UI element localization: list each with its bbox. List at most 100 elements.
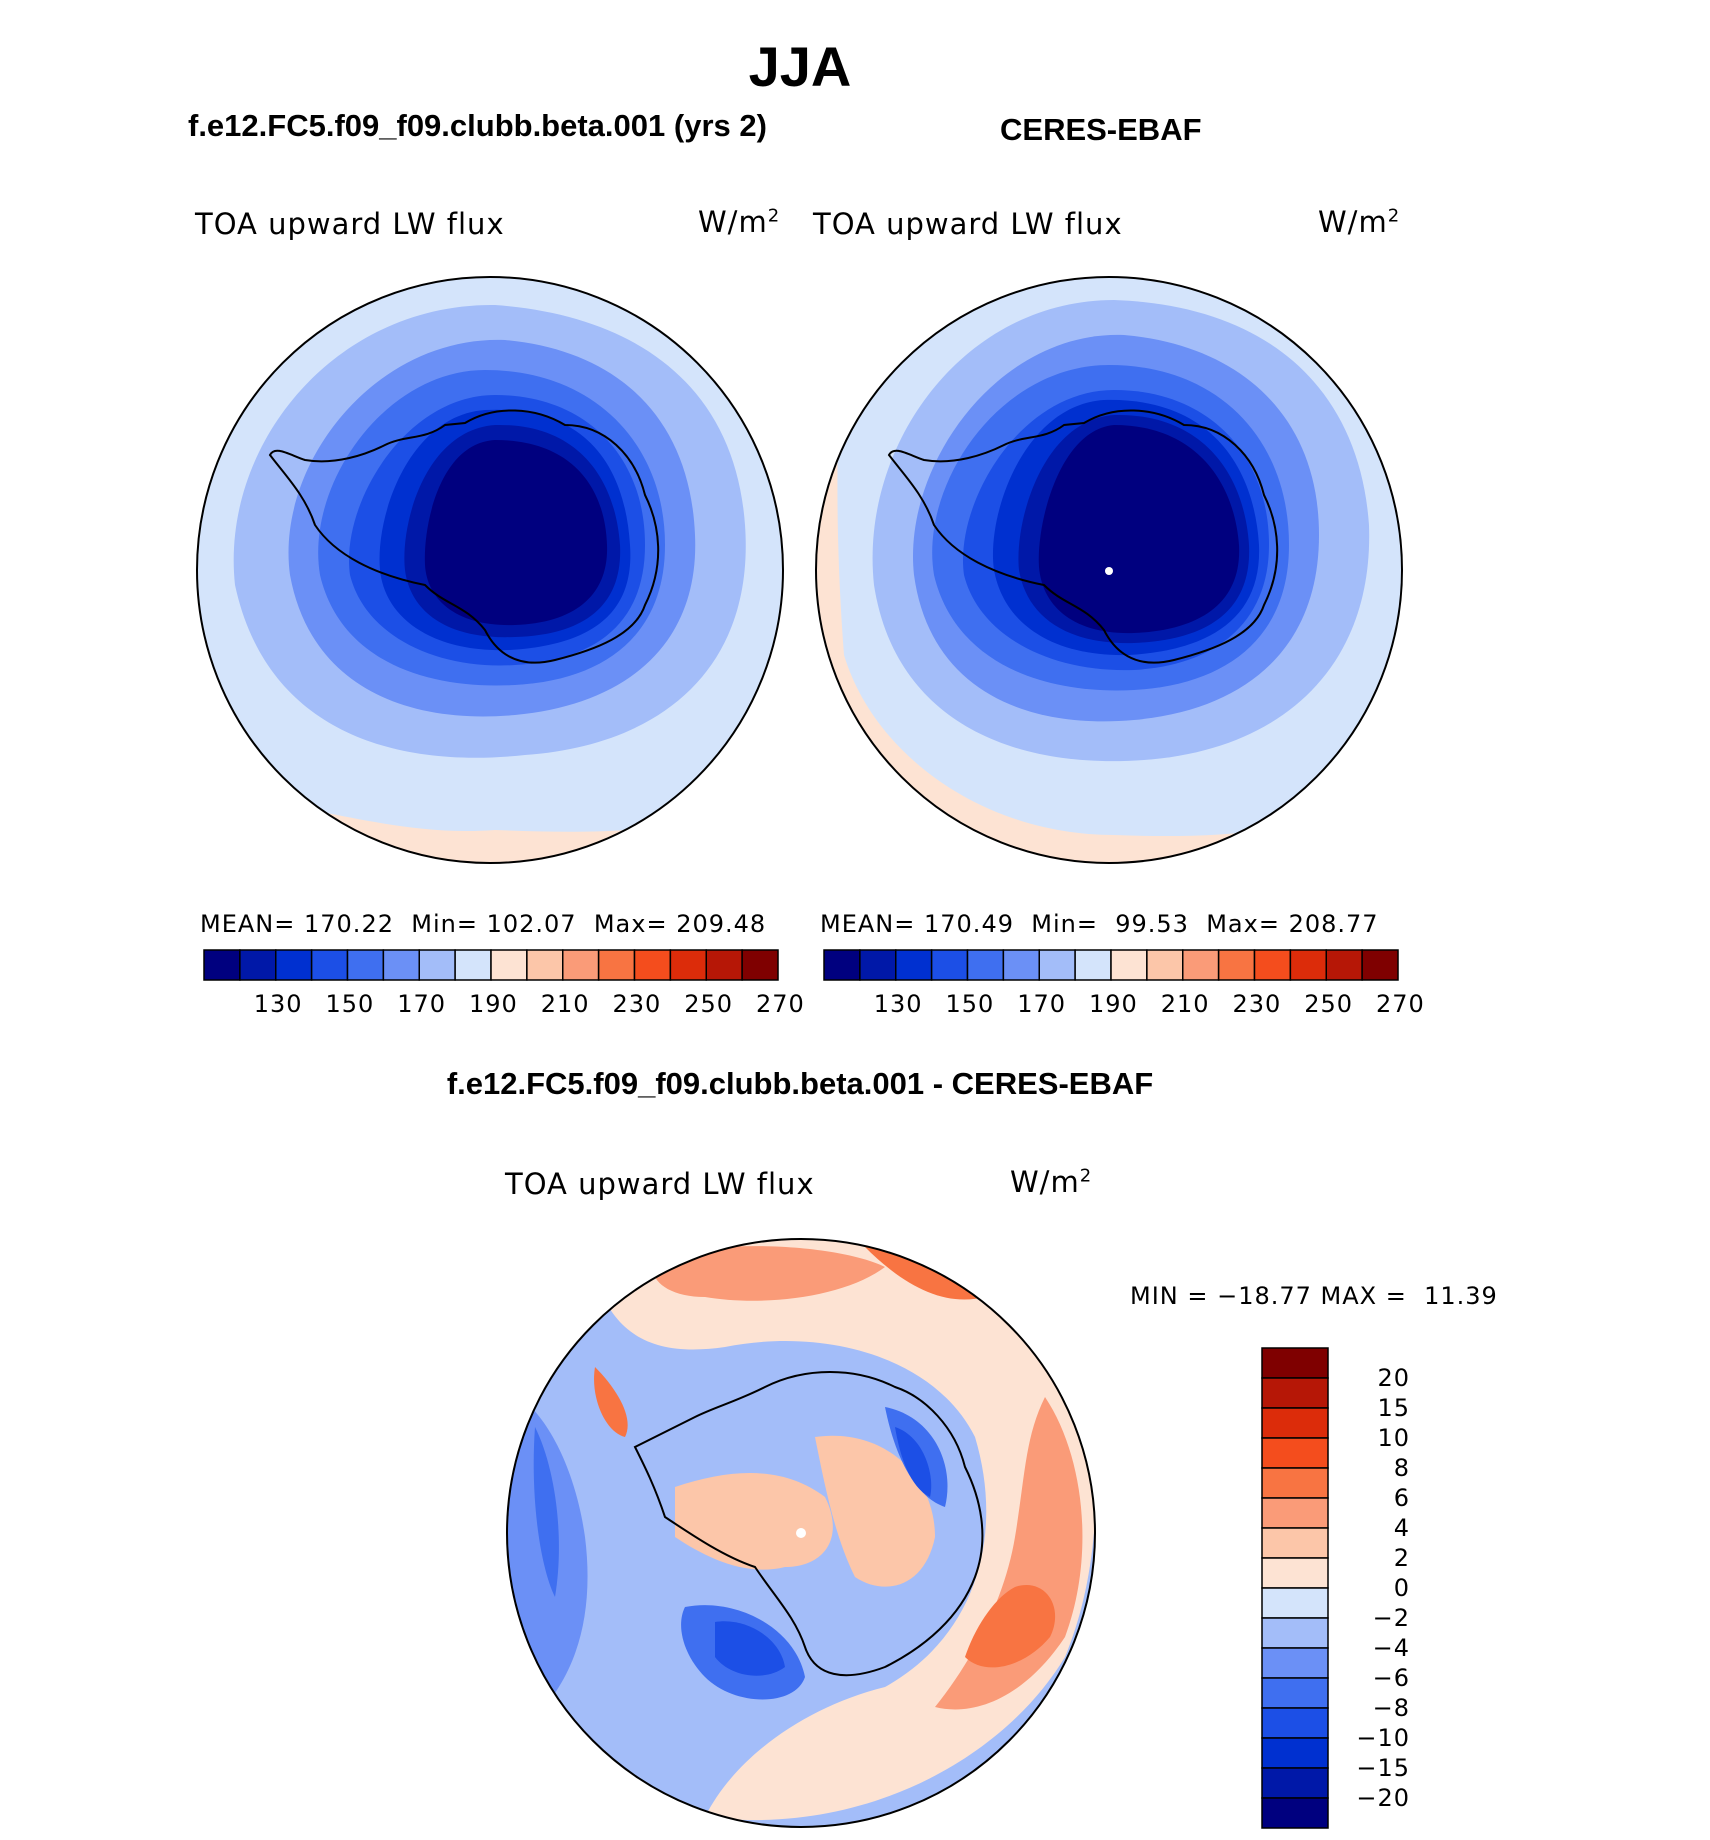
colorbar-box	[1146, 949, 1184, 981]
colorbar-tick-label: 270	[756, 990, 805, 1018]
colorbar-tick-label: 190	[469, 990, 518, 1018]
colorbar-box	[562, 949, 600, 981]
colorbar-box	[823, 949, 861, 981]
colorbar-tick-label: 250	[684, 990, 734, 1018]
colorbar-tick-label: 130	[253, 990, 303, 1018]
colorbar-tick-label: 15	[1377, 1394, 1410, 1422]
colorbar-box	[895, 949, 933, 981]
colorbar-box	[1361, 949, 1399, 981]
colorbar-box	[859, 949, 897, 981]
colorbar-tick-label: 20	[1377, 1364, 1410, 1392]
colorbar-box	[454, 949, 492, 981]
colorbar-box	[1261, 1527, 1329, 1559]
colorbar-tick-label: 8	[1393, 1454, 1410, 1482]
colorbar-box	[1261, 1767, 1329, 1799]
colorbar-tick-label: −6	[1372, 1664, 1410, 1692]
model-units-label: W/m2	[698, 205, 781, 239]
colorbar-box	[1253, 949, 1292, 981]
colorbar-tick-label: 150	[325, 990, 375, 1018]
colorbar-tick-label: 230	[1232, 990, 1282, 1018]
difference-minmax: MIN = −18.77 MAX = 11.39	[1130, 1282, 1498, 1310]
difference-units-label: W/m2	[1010, 1165, 1093, 1199]
colorbar-box	[597, 949, 636, 981]
model-colorbar	[203, 949, 779, 981]
colorbar-box	[275, 949, 313, 981]
colorbar-tick-label: −8	[1372, 1694, 1410, 1722]
colorbar-box	[633, 949, 672, 981]
colorbar-box	[490, 949, 528, 981]
difference-polar-map	[506, 1238, 1096, 1828]
colorbar-box	[1261, 1557, 1329, 1589]
colorbar-box	[1261, 1797, 1329, 1829]
colorbar-tick-label: 210	[540, 990, 590, 1018]
colorbar-tick-label: 4	[1393, 1514, 1410, 1542]
obs-colorbar	[823, 949, 1399, 981]
colorbar-box	[1182, 949, 1220, 981]
obs-colorbar-ticks: 130 150 170 190 210 230 250 270	[824, 990, 1424, 1020]
colorbar-tick-label: −4	[1372, 1634, 1410, 1662]
obs-units-label: W/m2	[1318, 205, 1401, 239]
colorbar-tick-label: 170	[397, 990, 447, 1018]
colorbar-tick-label: −20	[1356, 1784, 1410, 1812]
difference-panel-title: f.e12.FC5.f09_f09.clubb.beta.001 - CERES…	[446, 1066, 1154, 1101]
colorbar-box	[669, 949, 708, 981]
colorbar-tick-label: 210	[1160, 990, 1210, 1018]
obs-panel-title: CERES-EBAF	[1000, 112, 1202, 147]
colorbar-box	[1261, 1347, 1329, 1379]
colorbar-tick-label: 190	[1089, 990, 1138, 1018]
colorbar-tick-label: 170	[1017, 990, 1067, 1018]
colorbar-box	[1217, 949, 1256, 981]
model-stats: MEAN= 170.22 Min= 102.07 Max= 209.48	[200, 910, 767, 938]
colorbar-tick-label: 250	[1304, 990, 1354, 1018]
colorbar-tick-label: −15	[1356, 1754, 1410, 1782]
colorbar-tick-label: 130	[873, 990, 923, 1018]
colorbar-tick-label: 10	[1377, 1424, 1410, 1452]
colorbar-box	[418, 949, 456, 981]
colorbar-box	[1261, 1407, 1329, 1439]
difference-colorbar-ticks: 20 15 10 8 6 4 2 0 −2 −4 −6 −8 −10 −15 −20	[1340, 1348, 1460, 1828]
obs-variable-label: TOA upward LW flux	[813, 207, 1123, 241]
colorbar-box	[382, 949, 421, 981]
colorbar-box	[1325, 949, 1363, 981]
colorbar-tick-label: 270	[1376, 990, 1425, 1018]
colorbar-box	[1261, 1647, 1329, 1679]
model-variable-label: TOA upward LW flux	[195, 207, 505, 241]
colorbar-box	[1261, 1587, 1329, 1619]
colorbar-box	[1038, 949, 1076, 981]
colorbar-box	[966, 949, 1005, 981]
colorbar-box	[1110, 949, 1148, 981]
colorbar-tick-label: −2	[1372, 1604, 1410, 1632]
colorbar-box	[1261, 1617, 1329, 1649]
colorbar-box	[310, 949, 349, 981]
colorbar-box	[1261, 1737, 1329, 1769]
colorbar-tick-label: −10	[1356, 1724, 1410, 1752]
colorbar-box	[1261, 1437, 1329, 1469]
colorbar-tick-label: 150	[945, 990, 995, 1018]
figure-title: JJA	[748, 35, 852, 98]
colorbar-tick-label: 0	[1393, 1574, 1410, 1602]
colorbar-box	[1002, 949, 1041, 981]
colorbar-box	[1261, 1677, 1329, 1709]
colorbar-box	[741, 949, 779, 981]
model-polar-map	[196, 276, 784, 864]
difference-variable-label: TOA upward LW flux	[505, 1167, 815, 1201]
colorbar-box	[1289, 949, 1328, 981]
colorbar-box	[705, 949, 743, 981]
colorbar-box	[1261, 1497, 1329, 1529]
model-panel-title: f.e12.FC5.f09_f09.clubb.beta.001 (yrs 2)	[188, 108, 767, 143]
model-colorbar-ticks: 130 150 170 190 210 230 250 270	[204, 990, 804, 1020]
colorbar-box	[526, 949, 564, 981]
colorbar-box	[239, 949, 277, 981]
colorbar-box	[203, 949, 241, 981]
colorbar-box	[1074, 949, 1112, 981]
colorbar-box	[1261, 1707, 1329, 1739]
colorbar-tick-label: 230	[612, 990, 662, 1018]
colorbar-tick-label: 2	[1393, 1544, 1410, 1572]
colorbar-box	[346, 949, 385, 981]
colorbar-tick-label: 6	[1393, 1484, 1410, 1512]
difference-colorbar	[1261, 1347, 1329, 1829]
obs-stats: MEAN= 170.49 Min= 99.53 Max= 208.77	[820, 910, 1379, 938]
colorbar-box	[1261, 1467, 1329, 1499]
colorbar-box	[930, 949, 969, 981]
colorbar-box	[1261, 1377, 1329, 1409]
